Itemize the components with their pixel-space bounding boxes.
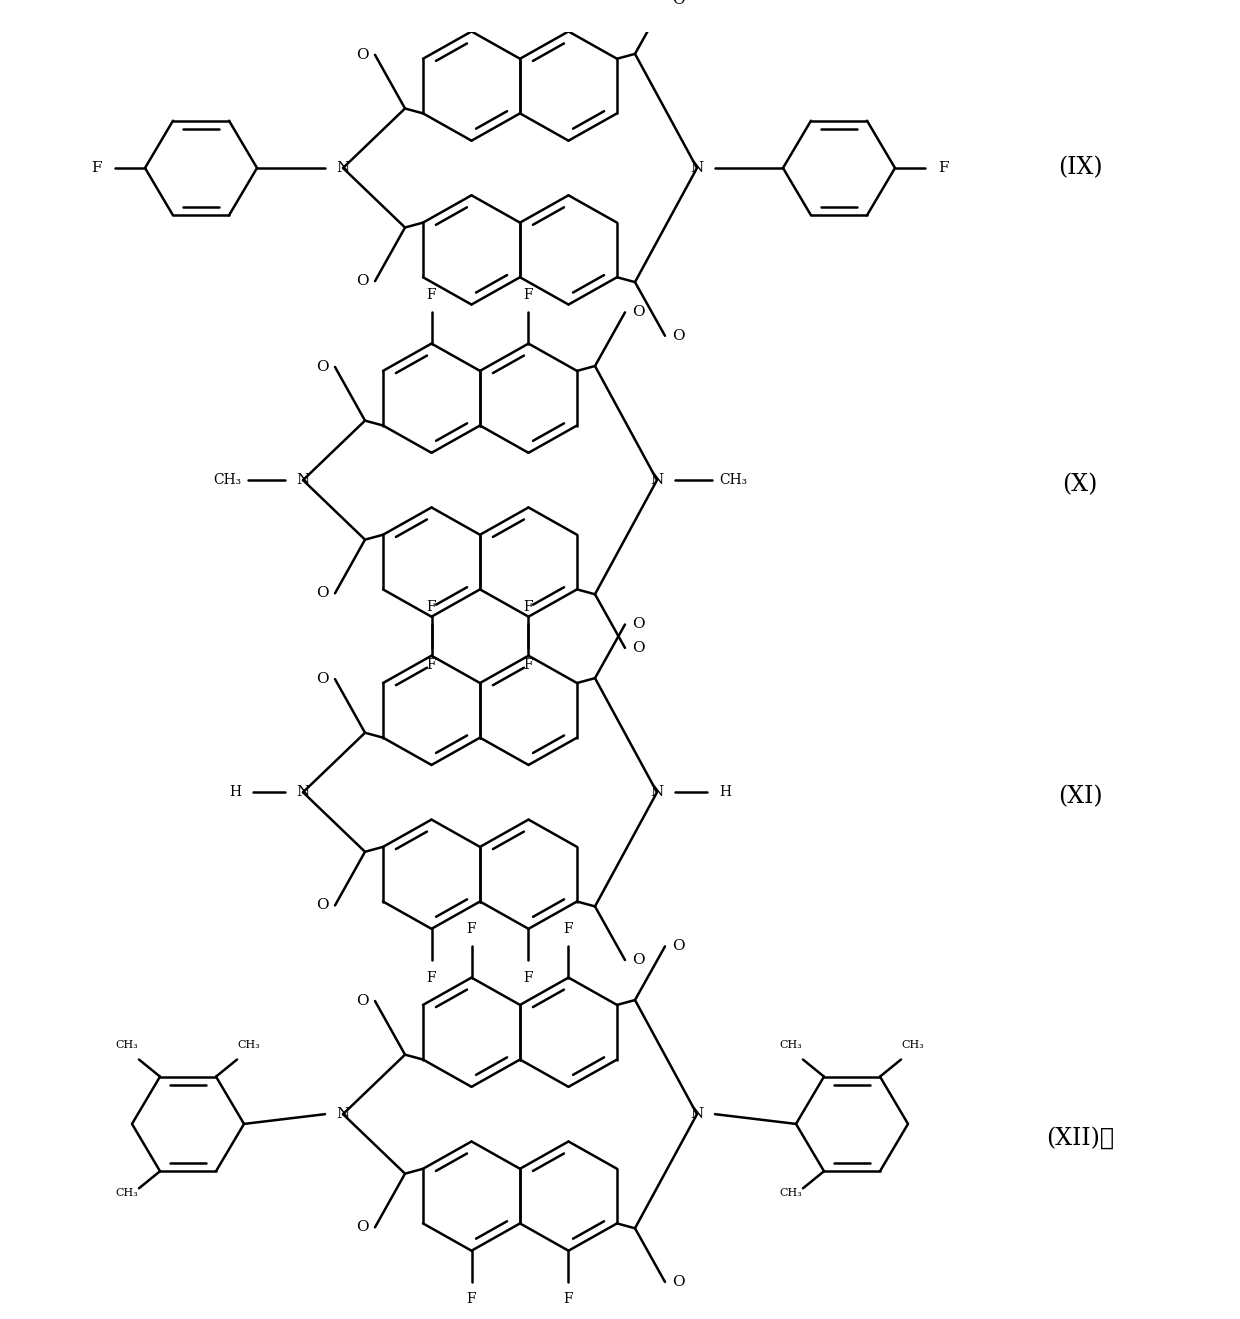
Text: F: F [523,600,533,613]
Text: N: N [691,161,703,175]
Text: O: O [631,617,645,632]
Text: N: N [296,785,310,799]
Text: O: O [631,306,645,319]
Text: F: F [427,971,436,984]
Text: CH₃: CH₃ [719,474,748,487]
Text: O: O [316,360,329,375]
Text: CH₃: CH₃ [901,1039,924,1050]
Text: F: F [427,600,436,613]
Text: N: N [336,1107,350,1121]
Text: CH₃: CH₃ [780,1039,802,1050]
Text: N: N [691,1107,703,1121]
Text: F: F [466,1293,476,1307]
Text: CH₃: CH₃ [115,1188,139,1198]
Text: (IX): (IX) [1058,157,1102,179]
Text: F: F [523,288,533,302]
Text: (XI): (XI) [1058,786,1102,809]
Text: O: O [356,47,368,62]
Text: O: O [356,995,368,1008]
Text: CH₃: CH₃ [115,1039,139,1050]
Text: O: O [672,1275,684,1289]
Text: O: O [672,939,684,954]
Text: O: O [672,328,684,343]
Text: H: H [719,785,732,799]
Text: O: O [316,586,329,600]
Text: O: O [631,641,645,656]
Text: O: O [316,673,329,686]
Text: O: O [316,898,329,913]
Text: N: N [650,785,663,799]
Text: N: N [650,474,663,487]
Text: F: F [92,161,102,175]
Text: N: N [296,474,310,487]
Text: F: F [523,971,533,984]
Text: F: F [523,658,533,673]
Text: (XII)。: (XII)。 [1047,1126,1114,1150]
Text: CH₃: CH₃ [238,1039,260,1050]
Text: N: N [336,161,350,175]
Text: F: F [937,161,949,175]
Text: F: F [466,922,476,935]
Text: H: H [229,785,241,799]
Text: O: O [356,274,368,288]
Text: O: O [356,1220,368,1235]
Text: CH₃: CH₃ [780,1188,802,1198]
Text: F: F [564,1293,573,1307]
Text: (X): (X) [1063,474,1097,496]
Text: CH₃: CH₃ [213,474,241,487]
Text: O: O [631,954,645,967]
Text: F: F [564,922,573,935]
Text: O: O [672,0,684,7]
Text: F: F [427,288,436,302]
Text: F: F [427,658,436,673]
